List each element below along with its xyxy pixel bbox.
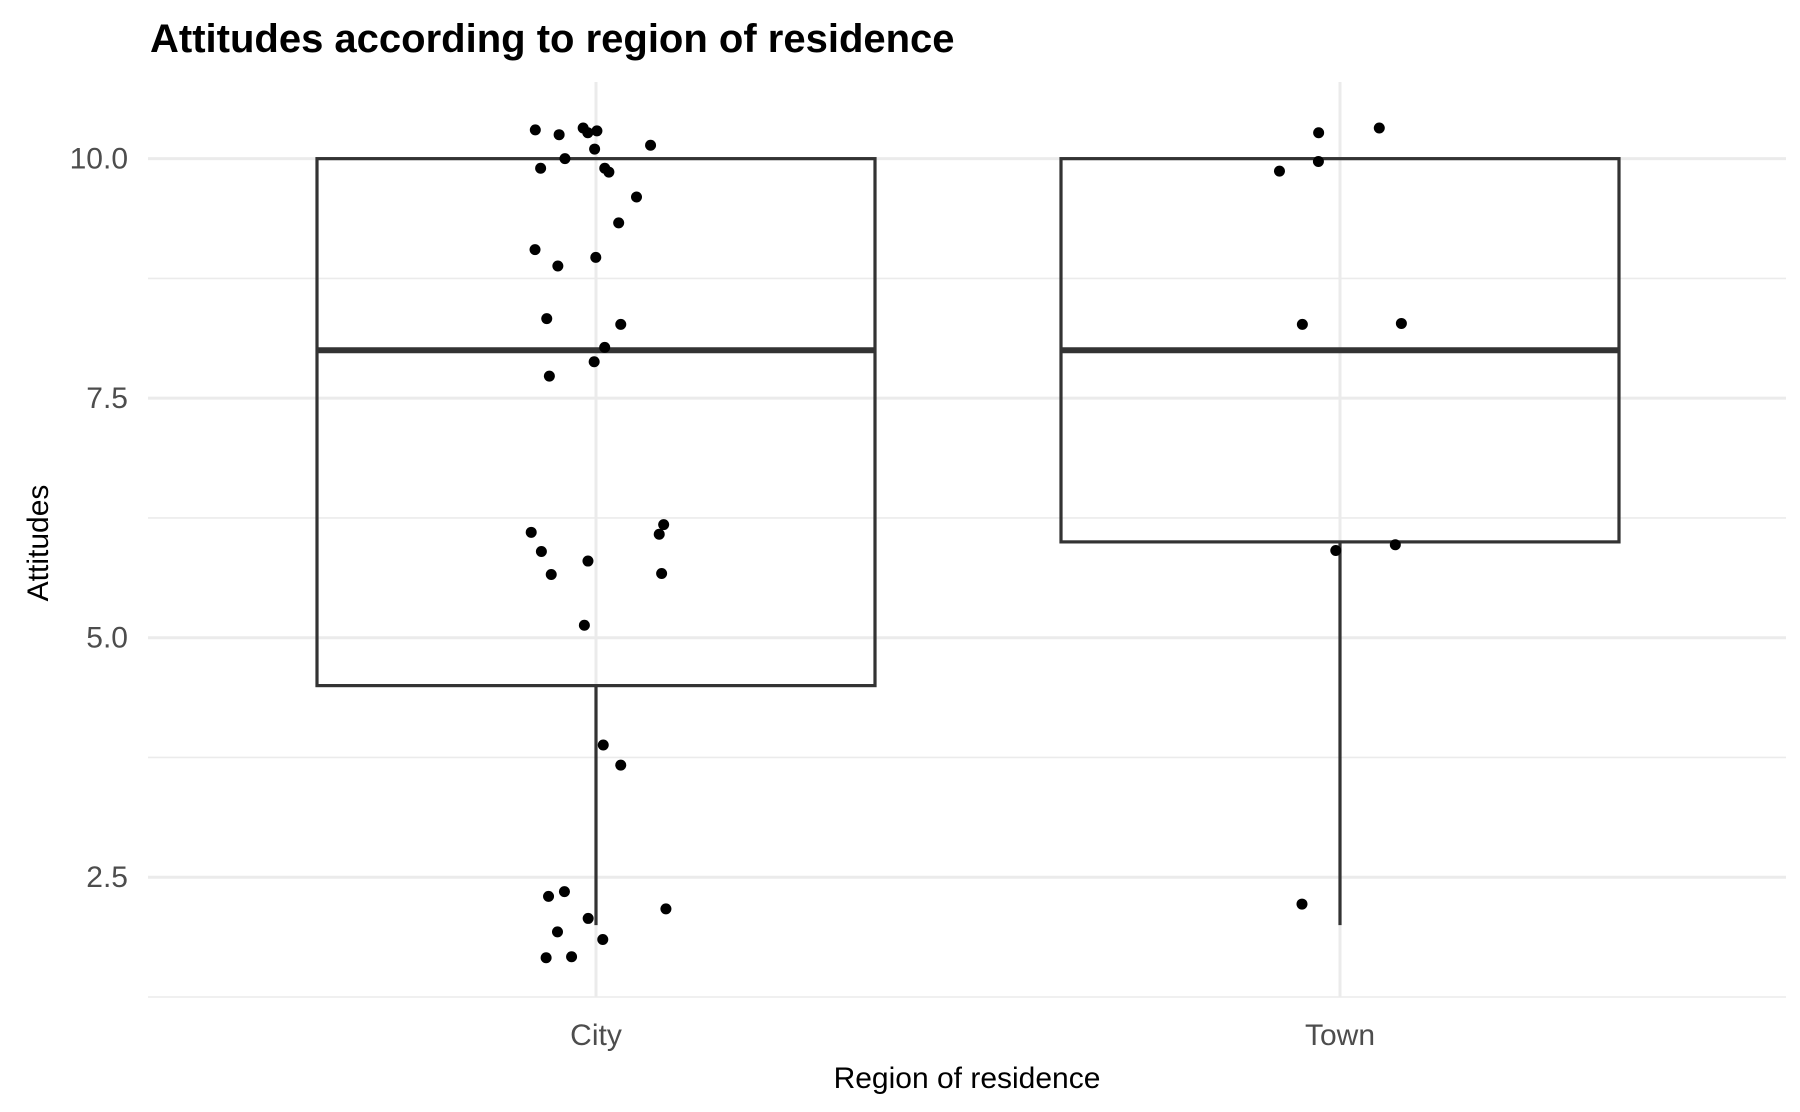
data-point-city bbox=[582, 912, 594, 924]
y-tick-label: 2.5 bbox=[86, 861, 128, 894]
data-point-city bbox=[558, 886, 570, 898]
data-point-city bbox=[590, 251, 602, 263]
data-point-city bbox=[656, 568, 668, 580]
data-point-town bbox=[1296, 318, 1308, 330]
data-point-city bbox=[529, 124, 541, 136]
data-point-city bbox=[552, 260, 564, 272]
data-point-city bbox=[658, 519, 670, 531]
point-layer bbox=[525, 122, 1407, 964]
data-point-city bbox=[631, 191, 643, 203]
data-point-city bbox=[615, 318, 627, 330]
data-point-city bbox=[615, 759, 627, 771]
data-point-city bbox=[597, 934, 609, 946]
data-point-city bbox=[566, 951, 578, 963]
data-point-city bbox=[529, 244, 541, 256]
data-point-town bbox=[1312, 156, 1324, 168]
data-point-city bbox=[599, 341, 611, 353]
data-point-city bbox=[543, 890, 555, 902]
data-point-city bbox=[540, 952, 552, 964]
box-iqr bbox=[315, 157, 877, 688]
data-point-city bbox=[559, 153, 571, 165]
data-point-city bbox=[588, 356, 600, 368]
data-point-city bbox=[553, 129, 565, 141]
y-tick-label: 7.5 bbox=[86, 382, 128, 415]
box-layer bbox=[315, 157, 1621, 926]
y-tick-label: 10.0 bbox=[70, 143, 128, 176]
data-point-city bbox=[543, 370, 555, 382]
grid-layer bbox=[148, 82, 1786, 998]
x-tick-label: City bbox=[570, 1019, 622, 1052]
data-point-town bbox=[1273, 165, 1285, 177]
chart-title: Attitudes according to region of residen… bbox=[150, 17, 955, 61]
data-point-town bbox=[1389, 539, 1401, 551]
boxplot-city bbox=[315, 157, 877, 926]
data-point-town bbox=[1373, 122, 1385, 134]
x-tick-label: Town bbox=[1305, 1019, 1375, 1052]
data-point-city bbox=[535, 162, 547, 174]
data-point-city bbox=[597, 739, 609, 751]
data-point-city bbox=[525, 526, 537, 538]
data-point-city bbox=[613, 217, 625, 229]
data-point-city bbox=[577, 122, 589, 134]
x-axis-label: Region of residence bbox=[834, 1062, 1101, 1095]
data-point-city bbox=[660, 903, 672, 915]
data-point-city bbox=[551, 926, 563, 938]
data-point-city bbox=[591, 125, 603, 137]
data-point-city bbox=[578, 619, 590, 631]
data-point-town bbox=[1395, 317, 1407, 329]
y-axis-label: Attitudes bbox=[22, 485, 55, 602]
data-point-city bbox=[535, 545, 547, 557]
data-point-city bbox=[645, 139, 657, 151]
data-point-town bbox=[1296, 898, 1308, 910]
boxplot-town bbox=[1059, 157, 1621, 926]
data-point-city bbox=[541, 313, 553, 325]
data-point-city bbox=[582, 555, 594, 567]
data-point-city bbox=[603, 166, 615, 178]
data-point-town bbox=[1313, 127, 1325, 139]
tick-layer: 2.5 5.0 7.5 10.0 City Town bbox=[70, 143, 1375, 1052]
y-tick-label: 5.0 bbox=[86, 622, 128, 655]
data-point-city bbox=[589, 143, 601, 155]
data-point-town bbox=[1330, 545, 1342, 557]
data-point-city bbox=[545, 568, 557, 580]
data-point-city bbox=[653, 528, 665, 540]
